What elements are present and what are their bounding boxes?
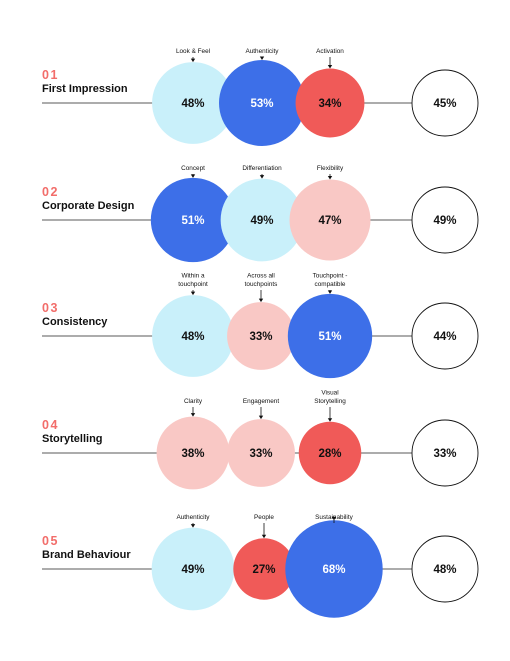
arrow-head	[327, 176, 333, 180]
bubble-value: 49%	[250, 215, 273, 227]
total-value: 44%	[433, 331, 456, 343]
arrow-head	[190, 58, 196, 63]
bubble-value: 48%	[181, 331, 204, 343]
bubble-label: People	[254, 514, 274, 521]
arrow-head	[327, 290, 333, 294]
bubble-2	[220, 178, 304, 262]
bubble-value: 68%	[322, 564, 345, 576]
bubble-value: 27%	[252, 564, 275, 576]
section-number: 05	[42, 534, 59, 548]
bubble-label: Authenticity	[245, 48, 279, 55]
bubble-label: Concept	[181, 165, 205, 172]
bubble-value: 28%	[318, 448, 341, 460]
bubble-label: Clarity	[184, 398, 203, 405]
arrow-head	[259, 56, 265, 60]
bubble-1	[152, 62, 234, 144]
arrow-head	[190, 291, 196, 296]
bubble-value: 33%	[249, 448, 272, 460]
bubble-2	[233, 538, 295, 600]
arrow-head	[190, 524, 196, 528]
bubble-value: 38%	[181, 448, 204, 460]
arrow-head	[261, 534, 267, 539]
total-value: 48%	[433, 564, 456, 576]
bubble-label: touchpoint	[178, 281, 208, 288]
bubble-2	[219, 60, 305, 146]
arrow-head	[190, 413, 196, 417]
total-value: 49%	[433, 215, 456, 227]
bubble-label: Touchpoint -	[313, 273, 348, 280]
total-circle	[411, 186, 479, 254]
bubble-label: Within a	[181, 273, 205, 280]
bubble-label: Look & Feel	[176, 48, 210, 55]
bubble-label: Differentiation	[242, 165, 282, 172]
bubble-label: Across all	[247, 273, 275, 280]
arrow-head	[331, 516, 337, 521]
bubble-value: 33%	[249, 331, 272, 343]
bubble-3	[298, 421, 362, 485]
bubble-1	[150, 177, 236, 263]
arrow-head	[259, 175, 265, 179]
arrow-head	[258, 298, 264, 303]
bubble-value: 47%	[318, 215, 341, 227]
bubble-3	[289, 179, 371, 261]
total-value: 33%	[433, 448, 456, 460]
section-title: Brand Behaviour	[42, 549, 131, 561]
total-value: 45%	[433, 98, 456, 110]
arrow-head	[258, 415, 264, 420]
arrow-head	[327, 65, 333, 69]
total-circle	[411, 69, 479, 137]
section-title: First Impression	[42, 83, 128, 95]
bubble-value: 51%	[181, 215, 204, 227]
bubble-label: Storytelling	[314, 398, 346, 405]
section-04: 04StorytellingClarity38%Engagement33%Vis…	[42, 390, 479, 490]
bubble-3	[285, 520, 383, 618]
section-title: Corporate Design	[42, 200, 135, 212]
bubble-label: touchpoints	[245, 281, 278, 288]
bubble-2	[227, 302, 295, 370]
bubble-value: 51%	[318, 331, 341, 343]
bubble-value: 48%	[181, 98, 204, 110]
bubble-label: Activation	[316, 48, 344, 55]
section-title: Storytelling	[42, 433, 103, 445]
bubble-1	[151, 527, 235, 611]
bubble-label: Engagement	[243, 398, 279, 405]
arrow-head	[190, 174, 196, 178]
bubble-3	[295, 68, 365, 138]
bubble-1	[156, 416, 230, 490]
section-title: Consistency	[42, 316, 108, 328]
section-number: 02	[42, 185, 59, 199]
bubble-label: compatible	[315, 281, 346, 288]
bubble-2	[227, 419, 295, 487]
bubble-label: Authenticity	[176, 514, 210, 521]
section-number: 01	[42, 68, 59, 82]
arrow-head	[327, 418, 333, 422]
bubble-value: 34%	[318, 98, 341, 110]
section-number: 04	[42, 418, 59, 432]
bubble-label: Visual	[321, 390, 338, 397]
bubble-3	[287, 293, 373, 379]
total-circle	[411, 302, 479, 370]
bubble-1	[152, 295, 234, 377]
bubble-value: 53%	[250, 98, 273, 110]
bubble-label: Flexibility	[317, 165, 344, 172]
section-number: 03	[42, 301, 59, 315]
total-circle	[411, 419, 479, 487]
bubble-value: 49%	[181, 564, 204, 576]
total-circle	[411, 535, 479, 603]
